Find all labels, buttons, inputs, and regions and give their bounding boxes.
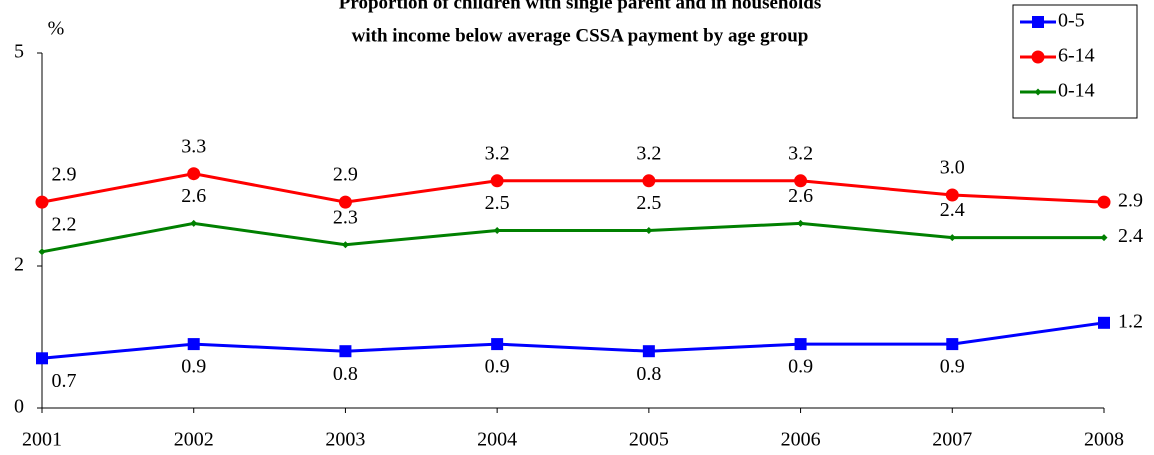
data-label: 0.7 <box>52 370 77 392</box>
data-label: 2.2 <box>52 213 77 235</box>
data-label: 2.4 <box>1118 225 1143 247</box>
chart-title: Proportion of children with single paren… <box>339 0 822 13</box>
data-label: 2.6 <box>181 185 206 207</box>
marker <box>1098 316 1110 329</box>
legend-label: 6-14 <box>1058 45 1095 67</box>
y-tick-label: 0 <box>14 396 24 418</box>
marker <box>1032 16 1044 28</box>
marker <box>493 227 501 234</box>
data-label: 0.9 <box>181 356 206 378</box>
data-label: 3.0 <box>940 157 965 179</box>
marker <box>645 227 653 234</box>
marker <box>339 345 352 358</box>
data-label: 2.9 <box>333 164 358 186</box>
data-label: 2.3 <box>333 206 358 228</box>
legend-label: 0-14 <box>1058 80 1095 102</box>
marker <box>187 338 200 351</box>
data-label: 2.9 <box>52 164 77 186</box>
y-tick-label: 2 <box>14 254 24 276</box>
marker <box>35 195 49 209</box>
marker <box>1097 195 1111 209</box>
legend-label: 0-5 <box>1058 10 1085 32</box>
data-label: 2.9 <box>1118 190 1143 212</box>
marker <box>38 248 46 256</box>
marker <box>36 352 48 365</box>
line <box>41 221 1104 254</box>
data-label: 0.8 <box>333 363 358 385</box>
marker <box>338 195 352 209</box>
marker <box>945 188 959 202</box>
marker <box>948 234 956 242</box>
marker <box>490 174 504 188</box>
data-label: 2.6 <box>788 185 813 207</box>
marker <box>491 338 504 351</box>
line <box>41 321 1105 360</box>
y-tick-label: 5 <box>14 41 24 63</box>
data-label: 3.2 <box>788 142 813 164</box>
data-label: 3.3 <box>181 135 206 157</box>
marker <box>794 174 808 188</box>
marker <box>1031 50 1045 64</box>
marker <box>341 241 349 249</box>
data-label: 0.9 <box>485 356 510 378</box>
data-label: 2.4 <box>940 199 965 221</box>
data-label: 0.9 <box>788 356 813 378</box>
marker <box>1100 234 1108 242</box>
x-tick-label: 2001 <box>22 429 62 451</box>
marker <box>797 219 805 227</box>
marker <box>187 167 201 181</box>
marker <box>946 338 959 351</box>
data-label: 3.2 <box>485 142 510 164</box>
x-tick-label: 2003 <box>325 429 365 451</box>
x-tick-label: 2006 <box>781 429 821 451</box>
x-tick-label: 2008 <box>1084 429 1124 451</box>
data-label: 0.8 <box>636 363 661 385</box>
x-tick-label: 2007 <box>932 429 972 451</box>
data-label: 2.5 <box>485 192 510 214</box>
y-axis-label: % <box>48 18 65 40</box>
marker <box>642 174 656 188</box>
x-tick-label: 2002 <box>174 429 214 451</box>
marker <box>642 345 655 358</box>
chart-title: with income below average CSSA payment b… <box>352 25 809 46</box>
data-label: 3.2 <box>636 142 661 164</box>
x-tick-label: 2004 <box>477 429 517 451</box>
x-tick-label: 2005 <box>629 429 669 451</box>
data-label: 1.2 <box>1118 310 1143 332</box>
line <box>41 172 1105 204</box>
data-label: 2.5 <box>636 192 661 214</box>
data-label: 0.9 <box>940 356 965 378</box>
marker <box>1034 88 1042 96</box>
marker <box>794 338 807 351</box>
marker <box>190 219 198 227</box>
